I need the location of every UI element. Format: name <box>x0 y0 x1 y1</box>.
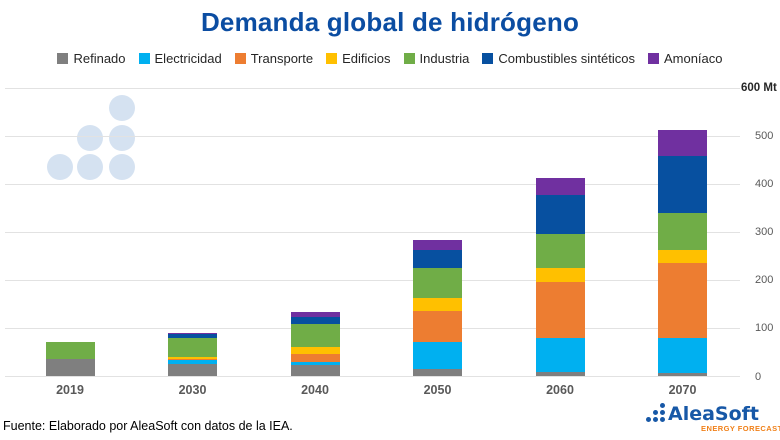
x-axis-label: 2019 <box>56 383 84 397</box>
aleasoft-logo: AleaSoft ENERGY FORECASTING <box>646 403 780 433</box>
bar-segment <box>45 358 95 377</box>
bar-segment <box>535 267 585 282</box>
y-axis-tick-label: 500 <box>755 130 774 143</box>
bar-segment <box>413 267 462 299</box>
x-axis-label: 2070 <box>668 383 697 397</box>
legend-item-amoniaco: Amoníaco <box>647 51 723 66</box>
legend-item-edificios: Edificios <box>326 51 391 66</box>
bar-segment <box>658 156 707 213</box>
y-axis-tick-label: 400 <box>755 178 774 191</box>
legend-swatch-icon <box>326 53 338 64</box>
bar-segment <box>290 312 340 318</box>
x-axis-label: 2050 <box>423 383 452 397</box>
bar-segment <box>658 338 707 374</box>
bar-segment <box>290 353 340 362</box>
bar-segment <box>413 368 462 377</box>
bar-segment <box>658 262 707 339</box>
gridline <box>5 183 740 185</box>
watermark-dot-icon <box>109 125 135 151</box>
legend-label: Industria <box>419 51 470 66</box>
y-axis-tick-label: 300 <box>755 226 774 239</box>
legend-swatch-icon <box>647 53 659 64</box>
gridline <box>5 135 740 137</box>
gridline <box>5 376 740 377</box>
source-note: Fuente: Elaborado por AleaSoft con datos… <box>3 419 293 433</box>
legend-swatch-icon <box>138 53 150 64</box>
bar-segment <box>535 371 585 377</box>
bar-segment <box>168 363 217 377</box>
legend-label: Combustibles sintéticos <box>498 51 635 66</box>
bar-segment <box>535 233 585 268</box>
bar-segment <box>290 361 340 365</box>
bar-segment <box>45 342 95 359</box>
legend-item-transporte: Transporte <box>234 51 314 66</box>
bar-segment <box>168 360 217 364</box>
bar-segment <box>413 249 462 268</box>
bar-segment <box>290 324 340 347</box>
bar-segment <box>290 364 340 377</box>
aleasoft-dots-icon <box>646 403 665 422</box>
legend-label: Electricidad <box>154 51 222 66</box>
legend-label: Refinado <box>73 51 126 66</box>
bar-segment <box>535 281 585 339</box>
watermark-dot-icon <box>77 125 103 151</box>
y-axis-tick-label: 200 <box>755 274 774 287</box>
legend-item-combustibles-sinteticos: Combustibles sintéticos <box>482 51 635 66</box>
bar-segment <box>168 337 217 358</box>
watermark-dot-icon <box>109 154 135 180</box>
chart-title: Demanda global de hidrógeno <box>200 7 580 37</box>
bar-segment <box>413 298 462 311</box>
bar-segment <box>290 317 340 325</box>
legend-label: Amoníaco <box>663 51 723 66</box>
x-axis-label: 2060 <box>546 383 574 397</box>
gridline <box>5 327 740 329</box>
bar-segment <box>658 130 707 157</box>
watermark-dot-icon <box>109 95 135 121</box>
legend-swatch-icon <box>482 53 494 64</box>
bar-segment <box>413 341 462 369</box>
watermark-dot-icon <box>77 154 103 180</box>
legend-item-electricidad: Electricidad <box>138 51 222 66</box>
y-axis-tick-label: 0 <box>755 370 762 383</box>
gridline <box>5 279 740 281</box>
legend-label: Transporte <box>250 51 314 66</box>
y-axis-tick-label: 100 <box>755 322 774 335</box>
x-axis-label: 2040 <box>301 383 329 397</box>
legend: Refinado Electricidad Transporte Edifici… <box>0 51 780 66</box>
gridline <box>5 87 740 89</box>
bar-segment <box>658 249 707 263</box>
bar-segment <box>413 240 462 250</box>
legend-swatch-icon <box>403 53 415 64</box>
y-axis-max-label: 600 Mt <box>741 82 777 94</box>
gridline <box>5 231 740 233</box>
watermark-dot-icon <box>47 154 73 180</box>
bar-segment <box>290 346 340 354</box>
legend-swatch-icon <box>234 53 246 64</box>
bar-segment <box>168 357 217 359</box>
bar-segment <box>658 213 707 250</box>
bar-segment <box>413 310 462 342</box>
legend-item-industria: Industria <box>403 51 470 66</box>
bar-segment <box>168 358 217 361</box>
legend-item-refinado: Refinado <box>57 51 126 66</box>
bar-segment <box>535 338 585 372</box>
bar-segment <box>535 178 585 196</box>
aleasoft-logo-text: AleaSoft <box>668 403 760 425</box>
aleasoft-tagline: ENERGY FORECASTING <box>701 424 780 433</box>
x-axis-label: 2030 <box>178 383 207 397</box>
bar-segment <box>168 333 217 338</box>
bar-segment <box>535 195 585 234</box>
legend-swatch-icon <box>57 53 69 64</box>
bar-segment <box>658 373 707 377</box>
legend-label: Edificios <box>342 51 391 66</box>
